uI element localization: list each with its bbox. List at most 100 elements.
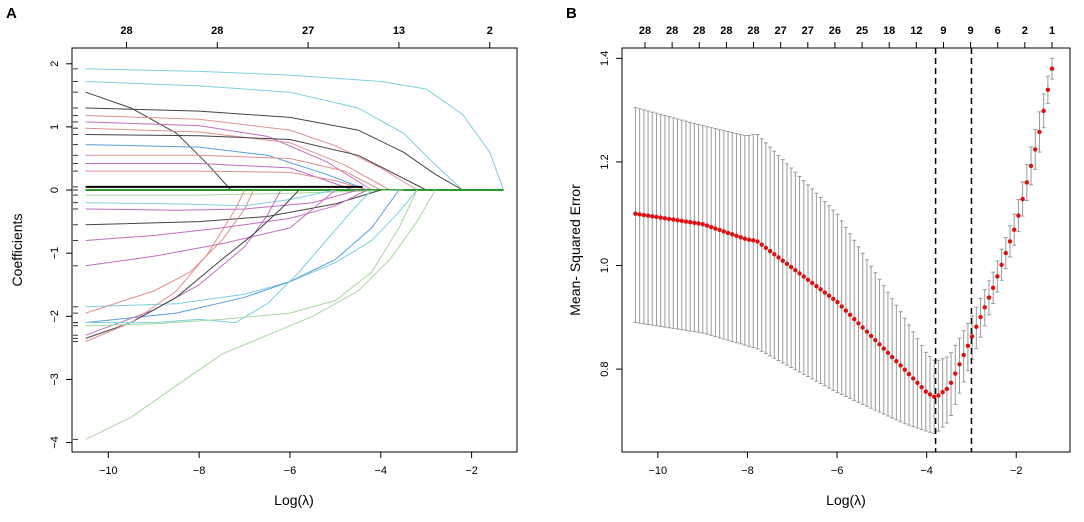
panel-a-coef-path	[85, 115, 418, 191]
panel-b-letter: B	[566, 5, 577, 22]
panel-b-mse-point	[683, 219, 689, 224]
panel-a-y-tick-label: 2	[49, 61, 61, 67]
panel-b-mse-point	[1020, 196, 1025, 202]
panel-b-mse-point	[1049, 66, 1055, 71]
panel-b-mse-point	[898, 363, 903, 368]
panel-b-mse-point	[725, 230, 731, 236]
panel-b-x-tick-label: −4	[920, 465, 933, 477]
panel-a-y-tick-label: −3	[49, 373, 61, 386]
panel-a-top-tick-label: 27	[302, 25, 314, 37]
panel-b-mse-point	[801, 274, 806, 279]
panel-a-y-tick-label: 1	[49, 124, 61, 130]
panel-b-top-tick-label: 28	[639, 25, 651, 37]
panel-b-top-tick-label: 1	[1049, 25, 1055, 37]
panel-b-mse-point	[654, 214, 659, 220]
panel-a-coef-path	[85, 81, 463, 191]
panel-b-mse-point	[911, 376, 916, 381]
panel-b-mse-point	[826, 293, 832, 298]
panel-b-mse-point	[957, 362, 962, 367]
panel-b-y-axis: 0.8 1.0 1.2 1.4	[599, 51, 622, 377]
panel-b-mse-point	[742, 236, 748, 241]
panel-a-x-tick-label: −2	[465, 465, 478, 477]
panel-a-x-axis: −10 −8 −6 −4 −2	[99, 452, 478, 477]
panel-b-top-tick-label: 28	[666, 25, 678, 37]
panel-b-mse-point	[927, 392, 933, 397]
panel-a-coef-path	[85, 189, 404, 196]
panel-a-y-axis: −4 −3 −2 −1 0 1 2	[49, 61, 72, 449]
panel-b-mse-point	[1041, 108, 1046, 114]
panel-a-x-tick-label: −4	[375, 465, 388, 477]
panel-a-coef-path	[85, 68, 504, 191]
panel-b-mse-point	[881, 346, 886, 351]
panel-b-mse-point	[751, 238, 756, 243]
panel-b-mse-point	[974, 324, 979, 329]
panel-b-mse-point	[944, 386, 950, 392]
panel-b-top-tick-label: 28	[720, 25, 732, 37]
panel-b-top-tick-label: 28	[693, 25, 705, 37]
panel-b-x-tick-label: −10	[649, 465, 668, 477]
panel-b-top-tick-label: 28	[747, 25, 759, 37]
panel-b-top-tick-label: 25	[856, 25, 868, 37]
panel-b-mse-point	[889, 354, 895, 360]
panel-b-mse-point	[721, 229, 727, 234]
panel-b-top-tick-label: 27	[775, 25, 787, 37]
panel-b-x-tick-label: −8	[741, 465, 754, 477]
panel-b-top-axis: 28 28 28 28 28 27 27 26 25 18 12 9 9 6 2 1	[639, 25, 1055, 48]
panel-b-mse-point	[906, 371, 912, 377]
panel-b-mse-point	[843, 308, 849, 313]
panel-b-top-tick-label: 9	[968, 25, 974, 37]
panel-a-coef-path	[85, 189, 418, 327]
panel-a-xlabel: Log(λ)	[274, 492, 314, 508]
panel-b-top-tick-label: 18	[883, 25, 895, 37]
panel-b-xlabel: Log(λ)	[826, 492, 866, 508]
panel-a-coef-path	[85, 144, 368, 191]
panel-b-mse-point	[637, 212, 642, 217]
panel-b-mse-point	[809, 280, 815, 286]
panel-b-mse-point	[814, 283, 819, 289]
panel-a-x-tick-label: −6	[284, 465, 297, 477]
panel-a-ylabel: Coefficients	[9, 214, 25, 287]
panel-b-mse-point	[717, 227, 722, 233]
panel-b-mse-point	[1024, 180, 1030, 185]
panel-b-mse-point	[986, 295, 992, 300]
panel-b-mse-point	[788, 264, 794, 270]
panel-b-top-tick-label: 12	[910, 25, 922, 37]
panel-b-mse-points	[633, 66, 1055, 400]
panel-b-y-tick-label: 1.4	[599, 51, 611, 66]
panel-a-path-labels	[73, 68, 78, 440]
panel-a-coef-path	[85, 189, 418, 308]
panel-b-mse-point	[1037, 129, 1042, 135]
panel-b-mse-point	[969, 334, 975, 339]
panel-b-mse-point	[940, 389, 945, 395]
panel-b-mse-point	[995, 274, 1000, 279]
panel-b-top-tick-label: 9	[940, 25, 946, 37]
panel-b-mse-point	[662, 216, 668, 221]
panel-a-coef-path	[85, 127, 391, 191]
panel-a-coef-path	[85, 189, 300, 339]
panel-a-coef-path	[85, 107, 463, 191]
panel-b-mse-point	[713, 226, 718, 231]
panel-b-error-bars	[633, 57, 1055, 434]
panel-b-mse-point	[868, 333, 874, 339]
panel-a-letter: A	[6, 5, 17, 22]
panel-b-mse-point	[650, 214, 655, 219]
panel-b-mse-point	[692, 220, 697, 226]
panel-b-mse-point	[835, 300, 840, 305]
panel-b-mse-point	[873, 337, 878, 343]
panel-b-mse-point	[759, 242, 764, 247]
panel-a-top-tick-label: 28	[211, 25, 223, 37]
panel-b-mse-point	[696, 221, 701, 226]
panel-b-top-tick-label: 6	[995, 25, 1001, 37]
panel-a-x-tick-label: −10	[99, 465, 118, 477]
panel-b-mse-point	[793, 268, 798, 273]
panel-a-y-tick-label: −4	[49, 436, 61, 449]
panel-b-mse-point	[700, 221, 705, 227]
panel-b-mse-point	[902, 367, 907, 372]
panel-b-y-tick-label: 0.8	[599, 361, 611, 376]
panel-b-mse-point	[915, 380, 920, 386]
panel-b-top-tick-label: 2	[1022, 25, 1028, 37]
panel-b-mse-point	[1007, 239, 1013, 244]
panel-b-mse-point	[856, 321, 861, 326]
panel-b-mse-point	[1028, 163, 1034, 169]
